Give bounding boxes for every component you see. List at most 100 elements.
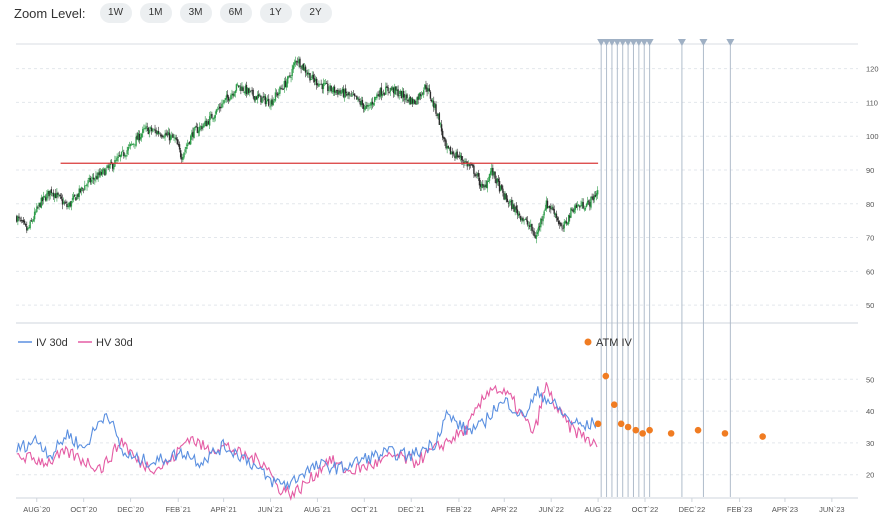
candle-body — [246, 87, 249, 94]
candle-body — [233, 93, 235, 97]
candle-body — [169, 135, 172, 141]
candle-body — [390, 88, 393, 90]
candle-body — [86, 184, 88, 187]
candle-body — [256, 94, 259, 100]
x-tick-label: AUG`20 — [23, 505, 50, 514]
x-tick-label: JUN`23 — [819, 505, 844, 514]
candle-body — [476, 174, 478, 176]
candle-body — [499, 185, 502, 191]
candle-body — [328, 90, 330, 91]
candle-body — [178, 144, 181, 150]
candle-body — [239, 85, 241, 87]
candle-body — [206, 121, 209, 126]
candle-body — [533, 231, 535, 237]
candle-body — [502, 188, 504, 193]
candle-body — [255, 96, 258, 100]
candle-body — [272, 100, 274, 106]
candle-body — [106, 165, 108, 168]
candle-body — [24, 223, 27, 226]
candle-body — [36, 206, 38, 212]
candle-body — [149, 127, 152, 129]
candle-body — [504, 193, 506, 200]
candle-body — [310, 78, 312, 80]
candle-body — [473, 165, 475, 174]
candle-body — [450, 152, 453, 155]
candle-body — [505, 193, 507, 200]
candle-body — [30, 220, 32, 222]
zoom-6m-button[interactable]: 6M — [219, 3, 252, 23]
candle-body — [144, 127, 146, 129]
candle-body — [231, 93, 233, 96]
candle-body — [392, 87, 395, 94]
x-tick-label: FEB`22 — [446, 505, 471, 514]
candle-body — [491, 168, 493, 173]
candle-body — [501, 184, 503, 189]
candle-body — [561, 226, 563, 228]
candle-body — [580, 205, 582, 207]
candle-body — [426, 87, 428, 92]
expiration-marker — [597, 39, 606, 46]
zoom-2y-button[interactable]: 2Y — [299, 3, 332, 23]
candle-body — [535, 234, 538, 239]
candle-body — [20, 219, 22, 222]
candle-body — [196, 127, 199, 133]
candle-body — [247, 88, 250, 93]
candle-body — [433, 101, 435, 108]
candle-body — [339, 90, 341, 93]
zoom-3m-button[interactable]: 3M — [179, 3, 212, 23]
candle-body — [458, 155, 461, 157]
candle-body — [226, 94, 229, 98]
candle-body — [126, 150, 128, 155]
candle-body — [434, 103, 436, 109]
candle-body — [125, 154, 127, 157]
candle-body — [554, 213, 557, 215]
candle-body — [115, 159, 117, 161]
candle-body — [142, 129, 144, 134]
candle-body — [268, 98, 270, 106]
candle-body — [551, 206, 553, 209]
zoom-1y-button[interactable]: 1Y — [259, 3, 292, 23]
candle-body — [17, 216, 19, 222]
candle-body — [317, 84, 319, 86]
candle-body — [281, 88, 283, 89]
candle-body — [191, 132, 193, 137]
candle-body — [150, 127, 153, 132]
vol-tick-label: 40 — [866, 407, 874, 416]
candle-body — [406, 94, 408, 99]
candle-body — [253, 96, 255, 101]
candle-body — [534, 235, 536, 239]
candle-body — [143, 128, 145, 129]
zoom-1m-button[interactable]: 1M — [139, 3, 172, 23]
candle-body — [570, 208, 572, 218]
candle-body — [506, 198, 509, 203]
candle-body — [337, 90, 339, 95]
candle-body — [118, 155, 121, 157]
candle-body — [174, 137, 176, 139]
candle-body — [172, 134, 174, 138]
candle-body — [397, 89, 399, 97]
vol-tick-label: 20 — [866, 471, 874, 480]
candle-body — [472, 164, 474, 167]
candle-body — [559, 222, 561, 225]
candle-body — [348, 91, 350, 96]
zoom-1w-button[interactable]: 1W — [99, 3, 132, 23]
candle-body — [195, 126, 197, 128]
candle-body — [29, 221, 31, 229]
candle-body — [312, 74, 315, 79]
candle-body — [76, 194, 78, 200]
candle-body — [313, 78, 316, 82]
candle-body — [308, 73, 310, 75]
candle-body — [93, 177, 95, 180]
candle-body — [81, 188, 84, 189]
candle-body — [457, 156, 459, 158]
atm-iv-point — [759, 433, 766, 440]
candle-body — [512, 204, 514, 209]
candle-body — [28, 226, 30, 228]
candle-body — [318, 83, 320, 87]
candle-body — [567, 214, 570, 224]
candle-body — [251, 90, 253, 91]
candle-body — [323, 83, 326, 85]
candle-body — [88, 177, 90, 180]
candle-body — [136, 135, 138, 140]
